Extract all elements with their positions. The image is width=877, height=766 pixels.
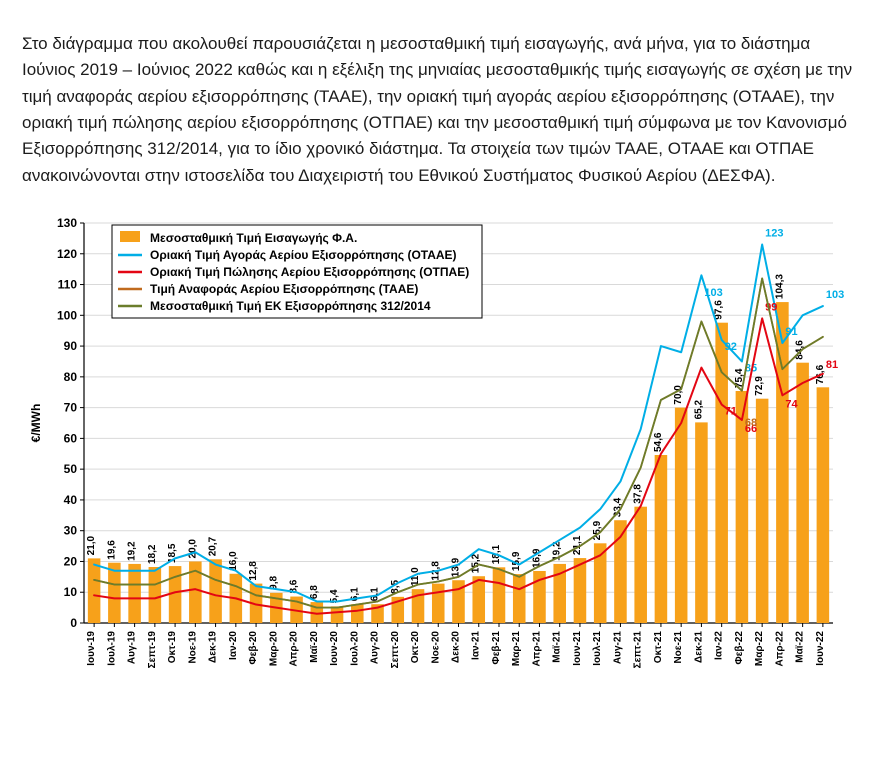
svg-text:Απρ-21: Απρ-21 <box>531 631 542 667</box>
svg-text:20: 20 <box>64 555 78 569</box>
svg-text:Ιουν-19: Ιουν-19 <box>86 631 97 666</box>
svg-text:123: 123 <box>765 228 783 240</box>
svg-text:130: 130 <box>57 217 77 230</box>
svg-text:110: 110 <box>58 278 78 292</box>
svg-text:40: 40 <box>64 493 78 507</box>
svg-text:15,2: 15,2 <box>471 553 482 573</box>
svg-text:50: 50 <box>64 462 78 476</box>
svg-text:20,7: 20,7 <box>208 536 219 556</box>
svg-text:Οριακή Τιμή Πώλησης Αερίου Εξι: Οριακή Τιμή Πώλησης Αερίου Εξισορρόπησης… <box>150 265 469 279</box>
svg-text:81: 81 <box>826 359 838 371</box>
svg-text:21,0: 21,0 <box>86 536 97 556</box>
svg-text:18,2: 18,2 <box>147 544 158 564</box>
svg-text:Ιαν-20: Ιαν-20 <box>228 631 239 660</box>
svg-text:54,6: 54,6 <box>653 432 664 452</box>
svg-text:Απρ-20: Απρ-20 <box>289 631 300 667</box>
svg-text:72,9: 72,9 <box>754 376 765 396</box>
svg-text:71: 71 <box>725 406 737 418</box>
svg-text:Μεσοσταθμική Τιμή ΕΚ Εξισορρόπ: Μεσοσταθμική Τιμή ΕΚ Εξισορρόπησης 312/2… <box>150 299 431 313</box>
svg-text:Οκτ-21: Οκτ-21 <box>653 631 664 664</box>
svg-text:Μαϊ-22: Μαϊ-22 <box>795 631 806 663</box>
svg-text:Νοε-21: Νοε-21 <box>673 631 684 664</box>
svg-text:Ιαν-22: Ιαν-22 <box>714 631 725 660</box>
svg-text:Μαρ-20: Μαρ-20 <box>268 631 279 667</box>
svg-text:Φεβ-21: Φεβ-21 <box>491 631 502 665</box>
svg-text:Ιουν-22: Ιουν-22 <box>815 631 826 666</box>
svg-text:Σεπτ-19: Σεπτ-19 <box>147 631 158 669</box>
svg-text:Φεβ-20: Φεβ-20 <box>248 631 259 665</box>
price-chart: 0 10 20 30 40 50 60 70 80 90 100 110 120 130 €/MWh 21,0… <box>22 217 855 737</box>
svg-text:6,8: 6,8 <box>309 585 320 599</box>
svg-text:103: 103 <box>826 289 844 301</box>
svg-text:Μαϊ-21: Μαϊ-21 <box>552 631 563 663</box>
svg-text:Οκτ-20: Οκτ-20 <box>410 631 421 664</box>
svg-text:30: 30 <box>64 524 78 538</box>
svg-text:Δεκ-20: Δεκ-20 <box>451 631 462 663</box>
intro-paragraph: Στο διάγραμμα που ακολουθεί παρουσιάζετα… <box>22 31 855 189</box>
svg-text:19,2: 19,2 <box>127 541 138 561</box>
svg-text:Οκτ-19: Οκτ-19 <box>167 631 178 664</box>
svg-text:Οριακή Τιμή Αγοράς Αερίου Εξισ: Οριακή Τιμή Αγοράς Αερίου Εξισορρόπησης … <box>150 248 457 262</box>
svg-text:Αυγ-20: Αυγ-20 <box>370 631 381 664</box>
svg-text:0: 0 <box>70 616 77 630</box>
svg-text:19,6: 19,6 <box>106 540 117 560</box>
svg-text:Μαρ-21: Μαρ-21 <box>511 631 522 667</box>
svg-text:65,2: 65,2 <box>693 400 704 420</box>
svg-text:Νοε-20: Νοε-20 <box>430 631 441 664</box>
svg-text:84,6: 84,6 <box>795 340 806 360</box>
svg-text:Φεβ-22: Φεβ-22 <box>734 631 745 665</box>
svg-text:Σεπτ-21: Σεπτ-21 <box>633 631 644 669</box>
svg-text:74: 74 <box>785 398 798 410</box>
svg-text:Αυγ-21: Αυγ-21 <box>612 631 623 664</box>
svg-text:104,3: 104,3 <box>774 274 785 299</box>
svg-text:Δεκ-21: Δεκ-21 <box>693 631 704 663</box>
svg-text:Δεκ-19: Δεκ-19 <box>208 631 219 663</box>
svg-text:80: 80 <box>64 370 78 384</box>
svg-text:Απρ-22: Απρ-22 <box>774 631 785 667</box>
svg-text:Ιαν-21: Ιαν-21 <box>471 631 482 660</box>
svg-text:Αυγ-19: Αυγ-19 <box>127 631 138 664</box>
svg-text:10: 10 <box>64 585 78 599</box>
svg-text:70: 70 <box>64 401 78 415</box>
svg-text:60: 60 <box>64 431 78 445</box>
svg-text:20,0: 20,0 <box>187 539 198 559</box>
svg-text:12,8: 12,8 <box>248 561 259 581</box>
svg-text:91: 91 <box>785 326 797 338</box>
svg-text:120: 120 <box>57 247 77 261</box>
svg-text:100: 100 <box>57 308 77 322</box>
svg-text:Σεπτ-20: Σεπτ-20 <box>390 631 401 669</box>
svg-text:€/MWh: €/MWh <box>29 404 43 443</box>
svg-text:Ιουν-20: Ιουν-20 <box>329 631 340 666</box>
svg-text:Ιουν-21: Ιουν-21 <box>572 631 583 666</box>
svg-text:Μαϊ-20: Μαϊ-20 <box>309 631 320 663</box>
svg-text:Ιουλ-19: Ιουλ-19 <box>106 631 117 666</box>
svg-text:68: 68 <box>745 417 757 429</box>
svg-text:Τιμή Αναφοράς Αερίου Εξισορρόπ: Τιμή Αναφοράς Αερίου Εξισορρόπησης (ΤΑΑΕ… <box>150 282 418 296</box>
svg-text:103: 103 <box>704 287 722 299</box>
svg-text:90: 90 <box>64 339 78 353</box>
svg-text:Μαρ-22: Μαρ-22 <box>754 631 765 667</box>
svg-text:Ιουλ-21: Ιουλ-21 <box>592 631 603 666</box>
svg-text:Νοε-19: Νοε-19 <box>187 631 198 664</box>
svg-text:Μεσοσταθμική Τιμή Εισαγωγής Φ.: Μεσοσταθμική Τιμή Εισαγωγής Φ.Α. <box>150 231 357 245</box>
svg-text:Ιουλ-20: Ιουλ-20 <box>349 631 360 666</box>
svg-text:92: 92 <box>725 341 737 353</box>
